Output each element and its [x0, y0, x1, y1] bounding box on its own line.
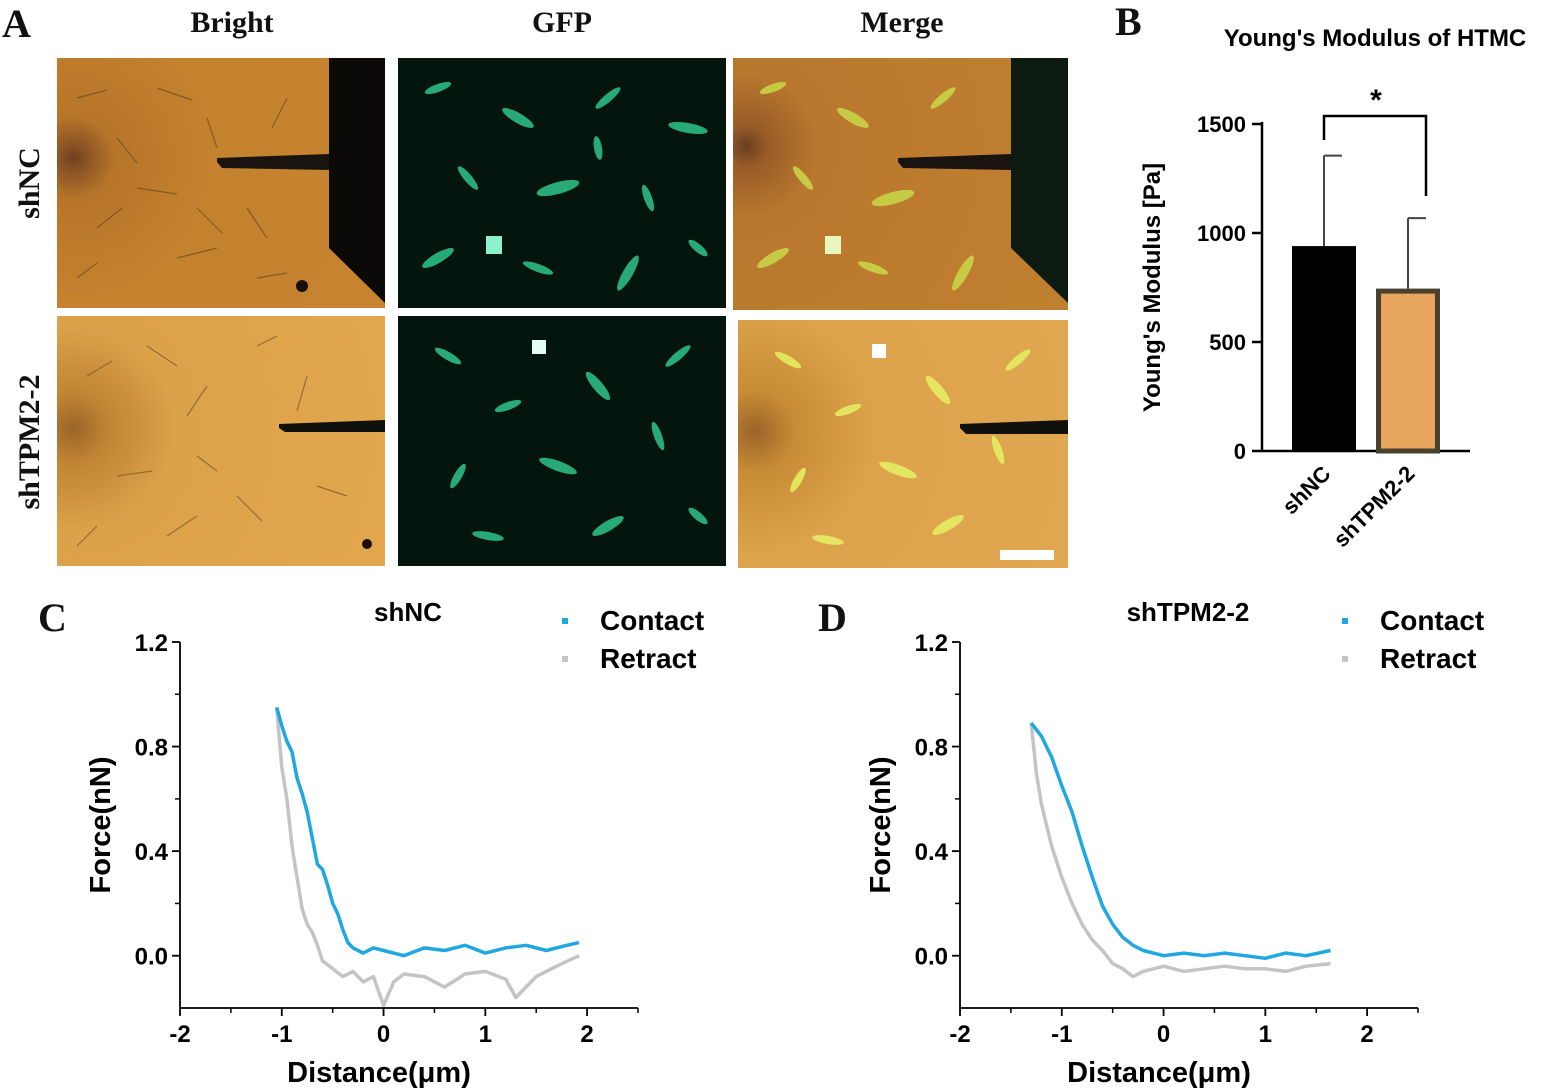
chart-title: shNC: [374, 597, 442, 627]
series-line-contact: [275, 706, 580, 958]
merge-overlay-shtpm2-2: [774, 344, 1068, 560]
legend-marker-contact: [562, 618, 568, 624]
force-curve-shtpm2-2: 0.0 0.4 0.8 1.2 -2 -1 0 1 2 Distance(μm) Force(nN)…: [865, 597, 1484, 1089]
panel-label-a: A: [2, 1, 31, 46]
x-tick-label-0: -2: [169, 1021, 190, 1048]
micrograph-merge-shtpm2-2: [738, 320, 1068, 568]
y-tick-label-0: 0: [1234, 439, 1246, 464]
panel-label-d: D: [818, 595, 847, 640]
series-line-contact: [1029, 721, 1331, 961]
legend-label-retract: Retract: [600, 643, 696, 674]
y-axis-label: Force(nN): [85, 757, 117, 894]
y-tick-label-2: 0.8: [915, 735, 948, 762]
y-tick-label-1: 0.4: [915, 839, 949, 866]
cantilever-shape-2: [76, 335, 385, 549]
merge-overlay-shnc: [757, 58, 1068, 303]
x-tick-label-4: 2: [580, 1021, 593, 1048]
y-tick-label-0: 0.0: [915, 944, 948, 971]
legend-marker-retract: [562, 656, 568, 662]
column-title-merge: Merge: [860, 6, 944, 39]
legend-label-retract: Retract: [1380, 643, 1476, 674]
row-title-shtpm2-2: shTPM2-2: [13, 374, 46, 510]
y-tick-label-1: 0.4: [135, 839, 169, 866]
x-tick-label-1: -1: [271, 1021, 292, 1048]
bar-shNC: [1292, 246, 1356, 451]
legend-marker-contact: [1342, 618, 1348, 624]
micrograph-gfp-shtpm2-2: [398, 316, 726, 566]
bar-shTPM2-2: [1376, 288, 1440, 454]
micrograph-merge-shnc: [733, 58, 1068, 310]
scale-bar: [1000, 550, 1054, 560]
x-tick-label-2: 0: [377, 1021, 390, 1048]
y-tick-label-1: 500: [1209, 330, 1246, 355]
x-tick-label-1: shTPM2-2: [1328, 461, 1419, 552]
x-tick-label-4: 2: [1360, 1021, 1373, 1048]
micrograph-bright-shnc: [57, 58, 385, 308]
x-tick-label-3: 1: [479, 1021, 492, 1048]
panel-label-c: C: [38, 595, 67, 640]
significance-marker: *: [1370, 84, 1382, 117]
column-title-gfp: GFP: [532, 6, 592, 39]
x-tick-label-1: -1: [1051, 1021, 1072, 1048]
y-tick-label-2: 1000: [1197, 221, 1246, 246]
y-tick-label-2: 0.8: [135, 735, 168, 762]
chart-title: Young's Modulus of HTMC: [1224, 25, 1527, 52]
y-tick-label-0: 0.0: [135, 944, 168, 971]
legend-label-contact: Contact: [600, 605, 704, 636]
column-title-bright: Bright: [190, 6, 274, 39]
x-tick-label-3: 1: [1259, 1021, 1272, 1048]
significance-bracket: [1322, 114, 1428, 196]
x-axis-label: Distance(μm): [1067, 1057, 1251, 1089]
gfp-cells-shtpm2-2: [434, 340, 708, 541]
panel-label-b: B: [1115, 0, 1142, 44]
micrograph-bright-shtpm2-2: [57, 316, 385, 566]
bar-chart-youngs-modulus: Young's Modulus of HTMC 0 500 1000 1500 Young…: [1139, 25, 1527, 552]
x-axis-label: Distance(μm): [287, 1057, 471, 1089]
cantilever-shape: [76, 58, 385, 303]
x-tick-label-0: -2: [949, 1021, 970, 1048]
micrograph-gfp-shnc: [398, 58, 726, 308]
x-tick-label-2: 0: [1157, 1021, 1170, 1048]
y-axis-label: Young's Modulus [Pa]: [1139, 163, 1166, 412]
chart-title: shTPM2-2: [1127, 597, 1250, 627]
y-tick-label-3: 1500: [1197, 112, 1246, 137]
x-tick-label-0: shNC: [1277, 461, 1335, 519]
gfp-cells-shnc: [422, 81, 708, 291]
row-title-shnc: shNC: [13, 147, 46, 219]
y-tick-label-3: 1.2: [135, 630, 168, 657]
series-line-retract: [274, 707, 580, 1008]
legend-label-contact: Contact: [1380, 605, 1484, 636]
force-curve-shnc: 0.0 0.4 0.8 1.2 -2 -1 0 1 2 Distance(μm) Force(nN)…: [85, 597, 704, 1089]
series-line-retract: [1029, 722, 1331, 979]
y-axis-label: Force(nN): [865, 757, 897, 894]
y-tick-label-3: 1.2: [915, 630, 948, 657]
legend-marker-retract: [1342, 656, 1348, 662]
